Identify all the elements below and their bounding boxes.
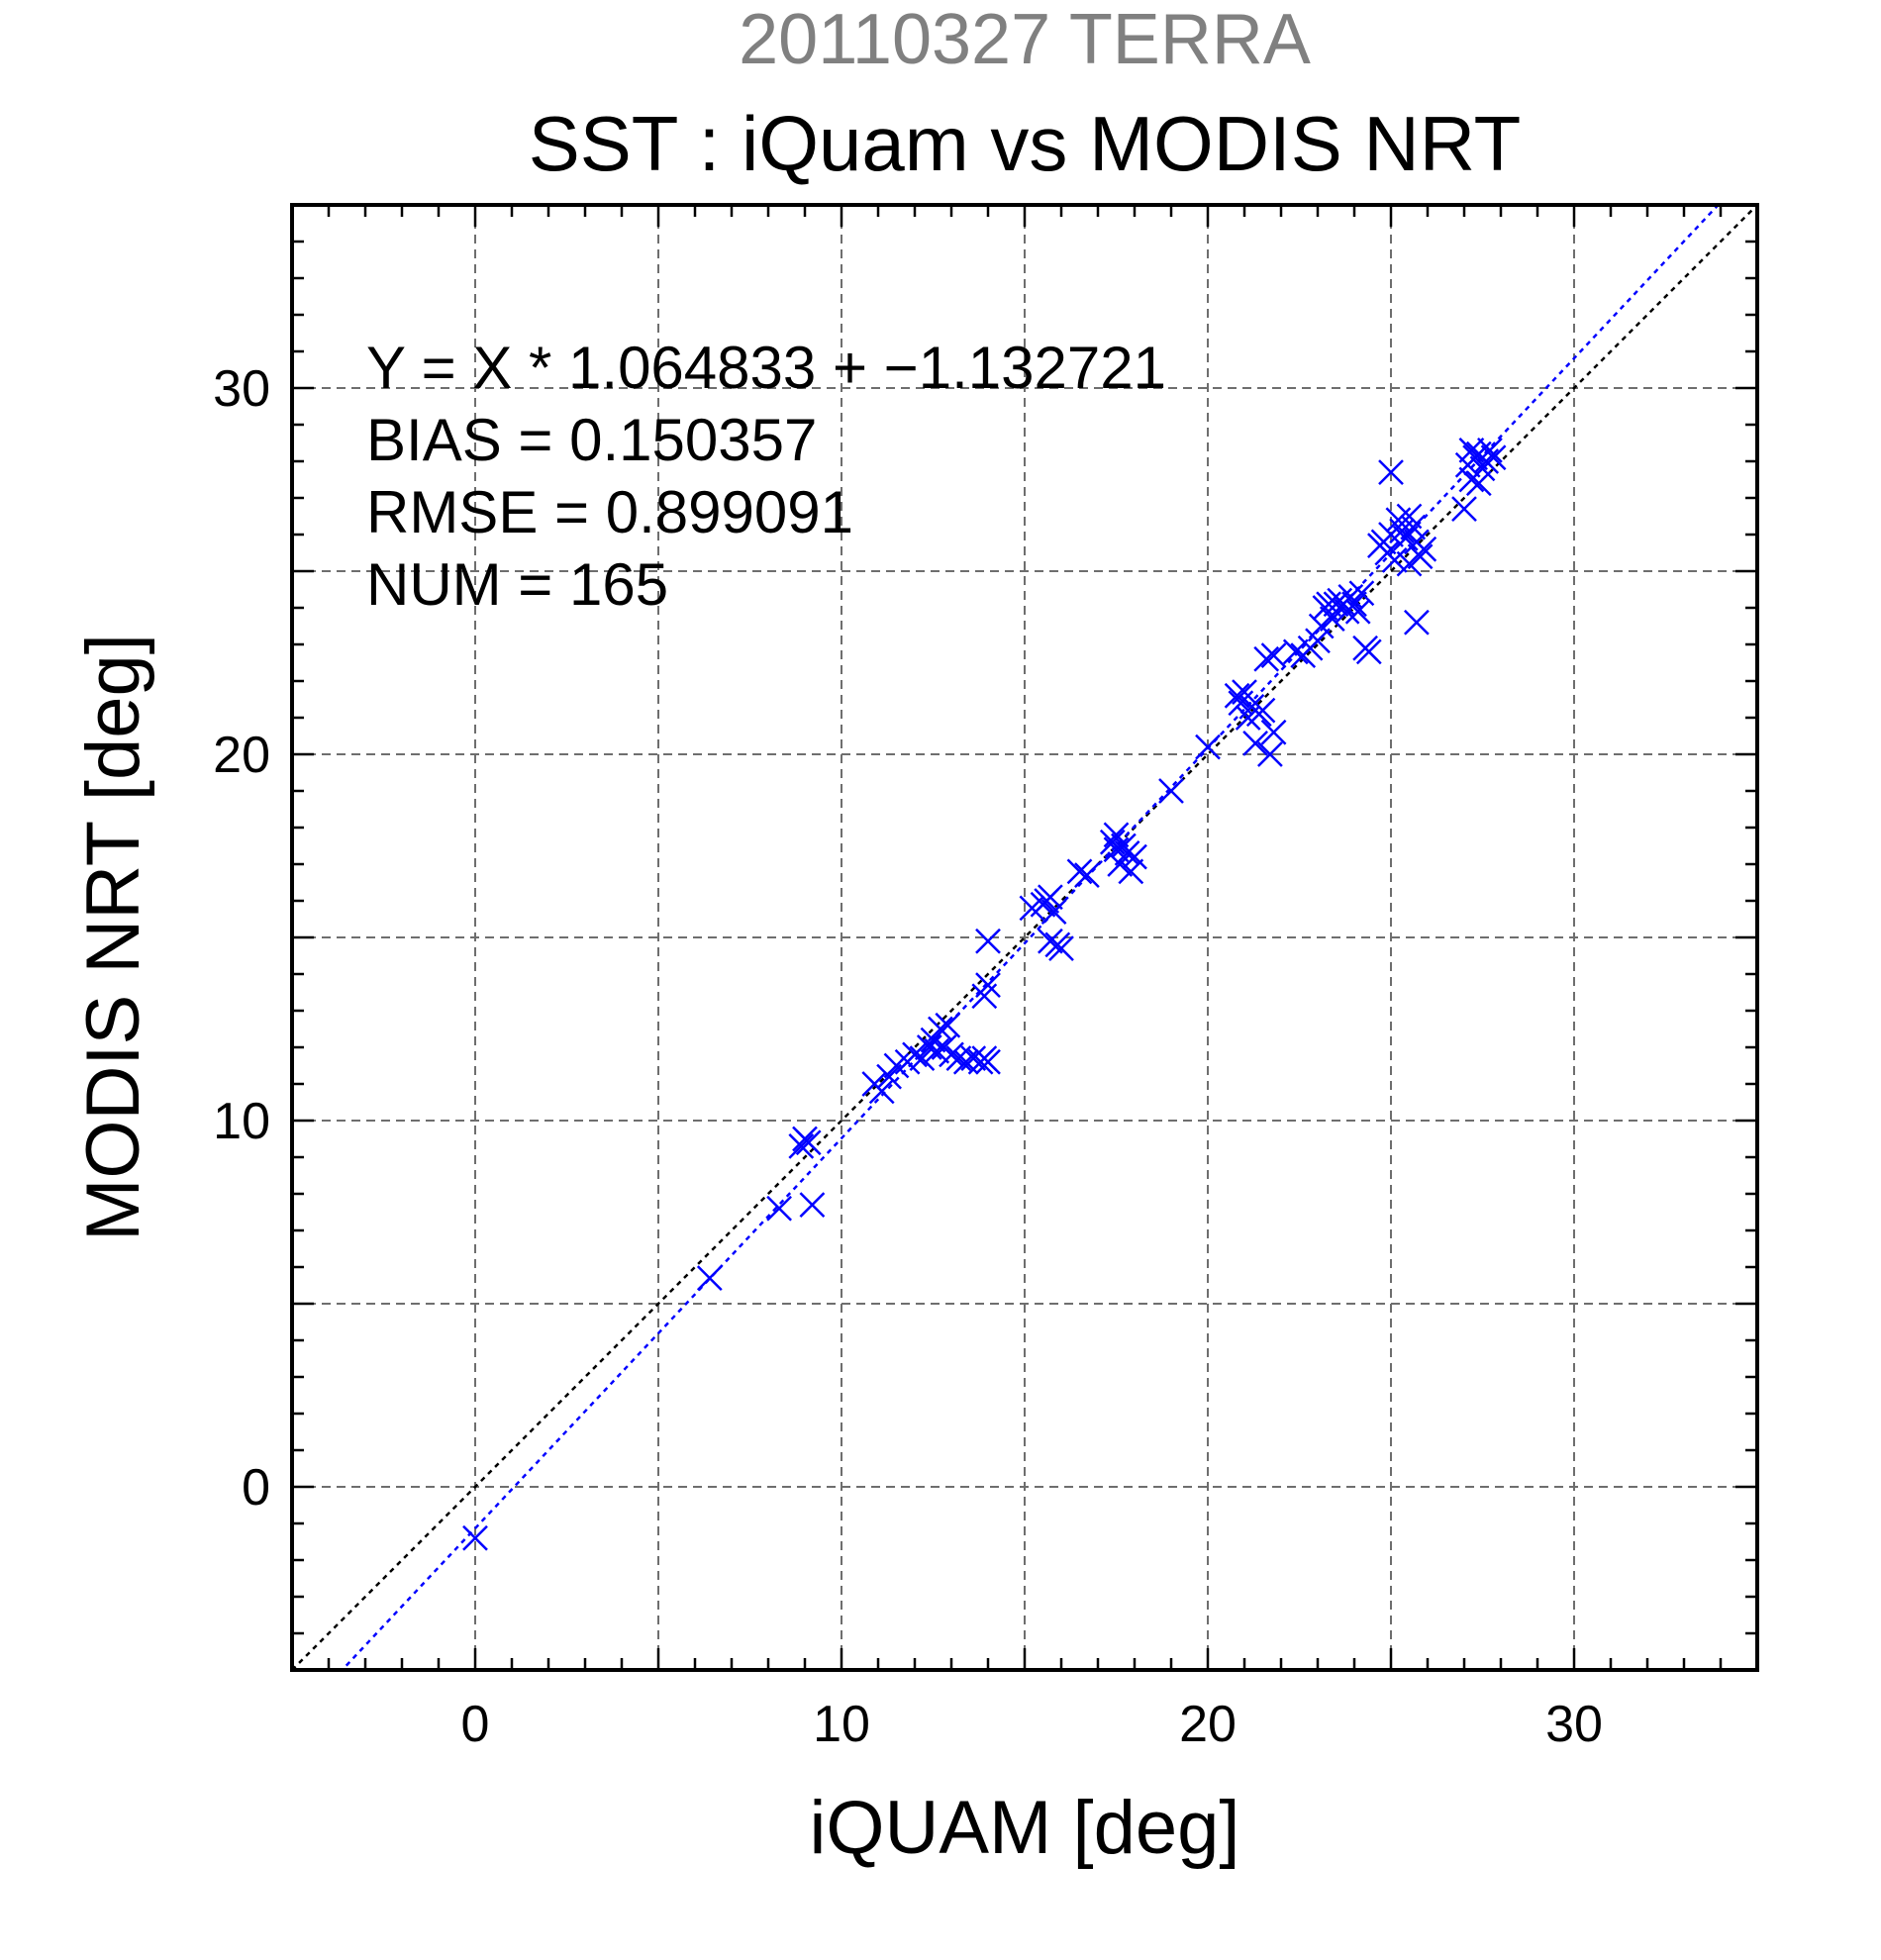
data-point: [1458, 438, 1485, 463]
data-point: [1260, 642, 1287, 668]
data-point: [868, 1078, 895, 1105]
x-tick-label: 20: [1179, 1696, 1237, 1753]
data-points: [462, 438, 1507, 1551]
data-point: [939, 1041, 964, 1068]
data-point: [1195, 734, 1221, 760]
chart-supertitle: 20110327 TERRA: [739, 0, 1311, 79]
data-point: [1319, 606, 1345, 632]
data-point: [902, 1041, 928, 1068]
data-point: [1407, 543, 1434, 570]
data-point: [1066, 858, 1093, 885]
data-point: [1341, 591, 1367, 618]
data-point: [1282, 638, 1309, 665]
data-point: [1118, 858, 1144, 885]
data-point: [1305, 628, 1331, 654]
data-point: [1158, 778, 1184, 804]
data-point: [799, 1192, 826, 1218]
data-point: [462, 1524, 488, 1551]
y-tick-label: 30: [213, 360, 270, 418]
data-point: [1122, 843, 1147, 870]
data-point: [1040, 899, 1067, 925]
data-point: [766, 1195, 792, 1222]
tick-labels: 0 10 20 30 0 10 20 30: [213, 360, 1603, 1753]
data-point: [1480, 444, 1507, 471]
data-point: [945, 1045, 972, 1071]
y-tick-label: 10: [213, 1093, 270, 1150]
data-point: [876, 1063, 902, 1090]
stats-block: Y = X * 1.064833 + −1.132721 BIAS = 0.15…: [366, 335, 1166, 618]
data-point: [909, 1045, 936, 1071]
data-point: [1038, 884, 1063, 911]
fit-equation: Y = X * 1.064833 + −1.132721: [366, 335, 1166, 401]
chart-title: SST : iQuam vs MODIS NRT: [529, 100, 1522, 187]
reference-lines: [292, 205, 1757, 1670]
identity-line: [292, 205, 1757, 1670]
data-point: [975, 972, 1001, 998]
x-tick-label: 30: [1545, 1696, 1603, 1753]
grid-lines: [292, 205, 1757, 1670]
data-point: [1257, 741, 1283, 767]
data-point: [1103, 836, 1130, 863]
data-point: [1378, 459, 1404, 485]
data-point: [1477, 438, 1503, 463]
data-point: [788, 1133, 815, 1159]
rmse-stat: RMSE = 0.899091: [366, 479, 853, 545]
num-stat: NUM = 165: [366, 551, 668, 618]
data-point: [1411, 536, 1437, 562]
y-axis-label: MODIS NRT [deg]: [71, 634, 155, 1241]
x-axis-label: iQUAM [deg]: [809, 1786, 1239, 1870]
data-point: [1404, 609, 1430, 636]
regression-line: [340, 205, 1721, 1670]
data-point: [795, 1129, 822, 1156]
bias-stat: BIAS = 0.150357: [366, 407, 817, 473]
data-point: [975, 1048, 1001, 1075]
y-tick-label: 0: [242, 1459, 270, 1517]
data-point: [1381, 547, 1408, 573]
data-point: [1242, 731, 1268, 756]
data-point: [1348, 580, 1375, 607]
x-tick-label: 0: [461, 1696, 490, 1753]
data-point: [1465, 470, 1492, 497]
plot-frame: [290, 203, 1759, 1672]
data-point: [935, 1012, 961, 1038]
data-point: [1253, 645, 1280, 672]
x-tick-label: 10: [813, 1696, 870, 1753]
data-point: [1249, 697, 1276, 724]
data-point: [696, 1265, 723, 1291]
data-point: [960, 1045, 987, 1071]
data-point: [1260, 719, 1287, 745]
y-tick-label: 20: [213, 727, 270, 784]
data-point: [1451, 496, 1477, 522]
data-point: [1355, 638, 1382, 665]
data-point: [1074, 862, 1100, 888]
data-point: [1224, 682, 1250, 709]
data-point: [1038, 928, 1063, 954]
data-point: [975, 928, 1001, 954]
data-point: [924, 1037, 950, 1064]
data-point: [1048, 935, 1074, 961]
data-point: [1400, 514, 1427, 540]
